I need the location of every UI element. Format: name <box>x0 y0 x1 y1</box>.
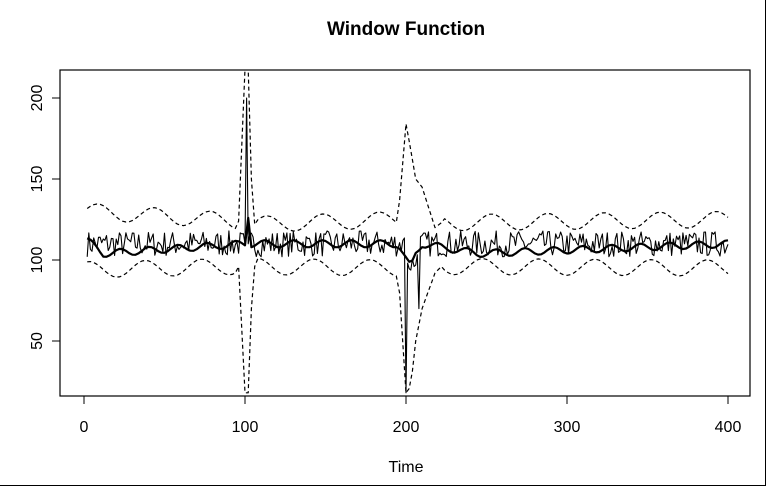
y-tick-label: 50 <box>29 332 46 350</box>
series-upper-band <box>86 70 729 232</box>
x-tick-label: 200 <box>393 419 420 436</box>
x-tick-label: 100 <box>232 419 259 436</box>
series-lower-band <box>87 257 729 394</box>
y-tick-label: 100 <box>29 247 46 274</box>
x-tick-label: 400 <box>715 419 742 436</box>
y-axis: 50 100 150 200 <box>29 85 61 350</box>
y-tick-label: 150 <box>29 166 46 193</box>
series-layer <box>86 70 729 394</box>
x-axis: 0 100 200 300 400 <box>80 395 742 436</box>
y-tick-label: 200 <box>29 85 46 112</box>
x-axis-label: Time <box>389 459 424 476</box>
series-thick-line <box>86 216 729 263</box>
x-tick-label: 300 <box>554 419 581 436</box>
chart-title: Window Function <box>327 19 485 40</box>
x-tick-label: 0 <box>80 419 89 436</box>
series-thin-line <box>86 97 729 394</box>
